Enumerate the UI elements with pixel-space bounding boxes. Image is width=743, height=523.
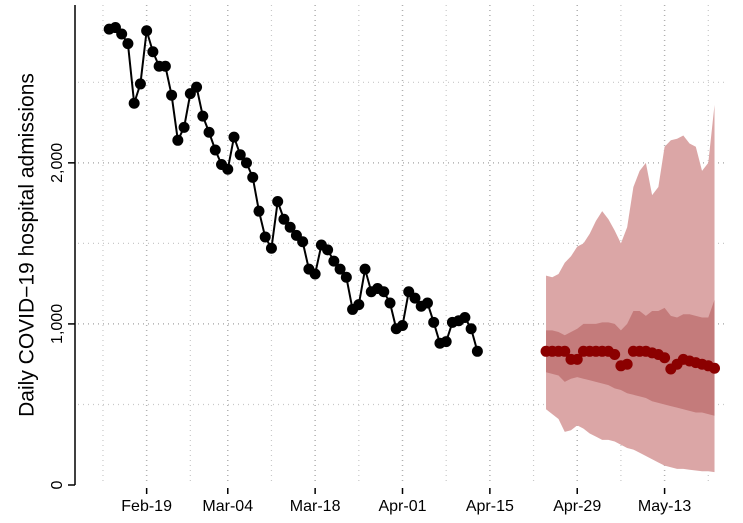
observed-point: [322, 244, 334, 256]
observed-point: [440, 336, 452, 348]
forecast-band: [546, 299, 715, 416]
x-tick-label: Mar-04: [202, 498, 253, 515]
observed-point: [259, 231, 271, 243]
x-tick-label: May-13: [638, 498, 691, 515]
forecast-point: [559, 345, 571, 357]
observed-point: [421, 297, 433, 309]
observed-point: [265, 242, 277, 254]
observed-point: [147, 46, 159, 58]
observed-point: [116, 28, 128, 40]
x-tick-label: Apr-01: [378, 498, 426, 515]
x-tick-label: Feb-19: [121, 498, 172, 515]
forecast-band: [546, 104, 715, 473]
observed-point: [247, 171, 259, 183]
observed-point: [328, 255, 340, 267]
x-tick-label: Apr-29: [553, 498, 601, 515]
observed-point: [297, 236, 309, 248]
observed-point: [209, 144, 221, 156]
observed-point: [228, 131, 240, 143]
forecast-point: [621, 358, 633, 370]
forecast-point: [609, 349, 621, 361]
observed-point: [172, 134, 184, 146]
observed-point: [272, 196, 284, 208]
observed-point: [353, 299, 365, 311]
observed-point: [384, 297, 396, 309]
observed-point: [166, 89, 178, 101]
observed-point: [141, 25, 153, 37]
observed-point: [197, 110, 209, 122]
forecast-point: [709, 362, 721, 374]
x-tick-label: Mar-18: [290, 498, 341, 515]
forecast-point: [571, 353, 583, 365]
observed-point: [428, 316, 440, 328]
observed-point: [459, 311, 471, 323]
observed-point: [397, 320, 408, 332]
observed-point: [340, 271, 352, 283]
observed-point: [471, 345, 483, 357]
y-tick-label: 0: [49, 480, 66, 489]
forecast-point: [659, 352, 671, 364]
observed-point: [191, 81, 203, 93]
observed-point: [284, 221, 296, 233]
observed-point: [253, 205, 265, 217]
observed-point: [465, 323, 477, 335]
observed-point: [128, 97, 140, 109]
observed-point: [203, 126, 215, 138]
observed-point: [222, 163, 234, 175]
observed-point: [359, 263, 371, 275]
observed-point: [409, 292, 421, 304]
observed-point: [378, 286, 390, 298]
observed-point: [334, 263, 346, 275]
y-tick-label: 2,000: [49, 143, 66, 183]
observed-point: [278, 213, 290, 225]
observed-point: [240, 157, 252, 169]
observed-point: [122, 38, 134, 50]
y-tick-label: 1,000: [49, 304, 66, 344]
observed-point: [178, 121, 190, 133]
observed-point: [134, 78, 146, 90]
observed-point: [234, 149, 246, 161]
observed-point: [309, 268, 321, 280]
observed-point: [159, 60, 171, 72]
x-tick-label: Apr-15: [466, 498, 514, 515]
y-axis-title: Daily COVID−19 hospital admissions: [16, 73, 39, 417]
